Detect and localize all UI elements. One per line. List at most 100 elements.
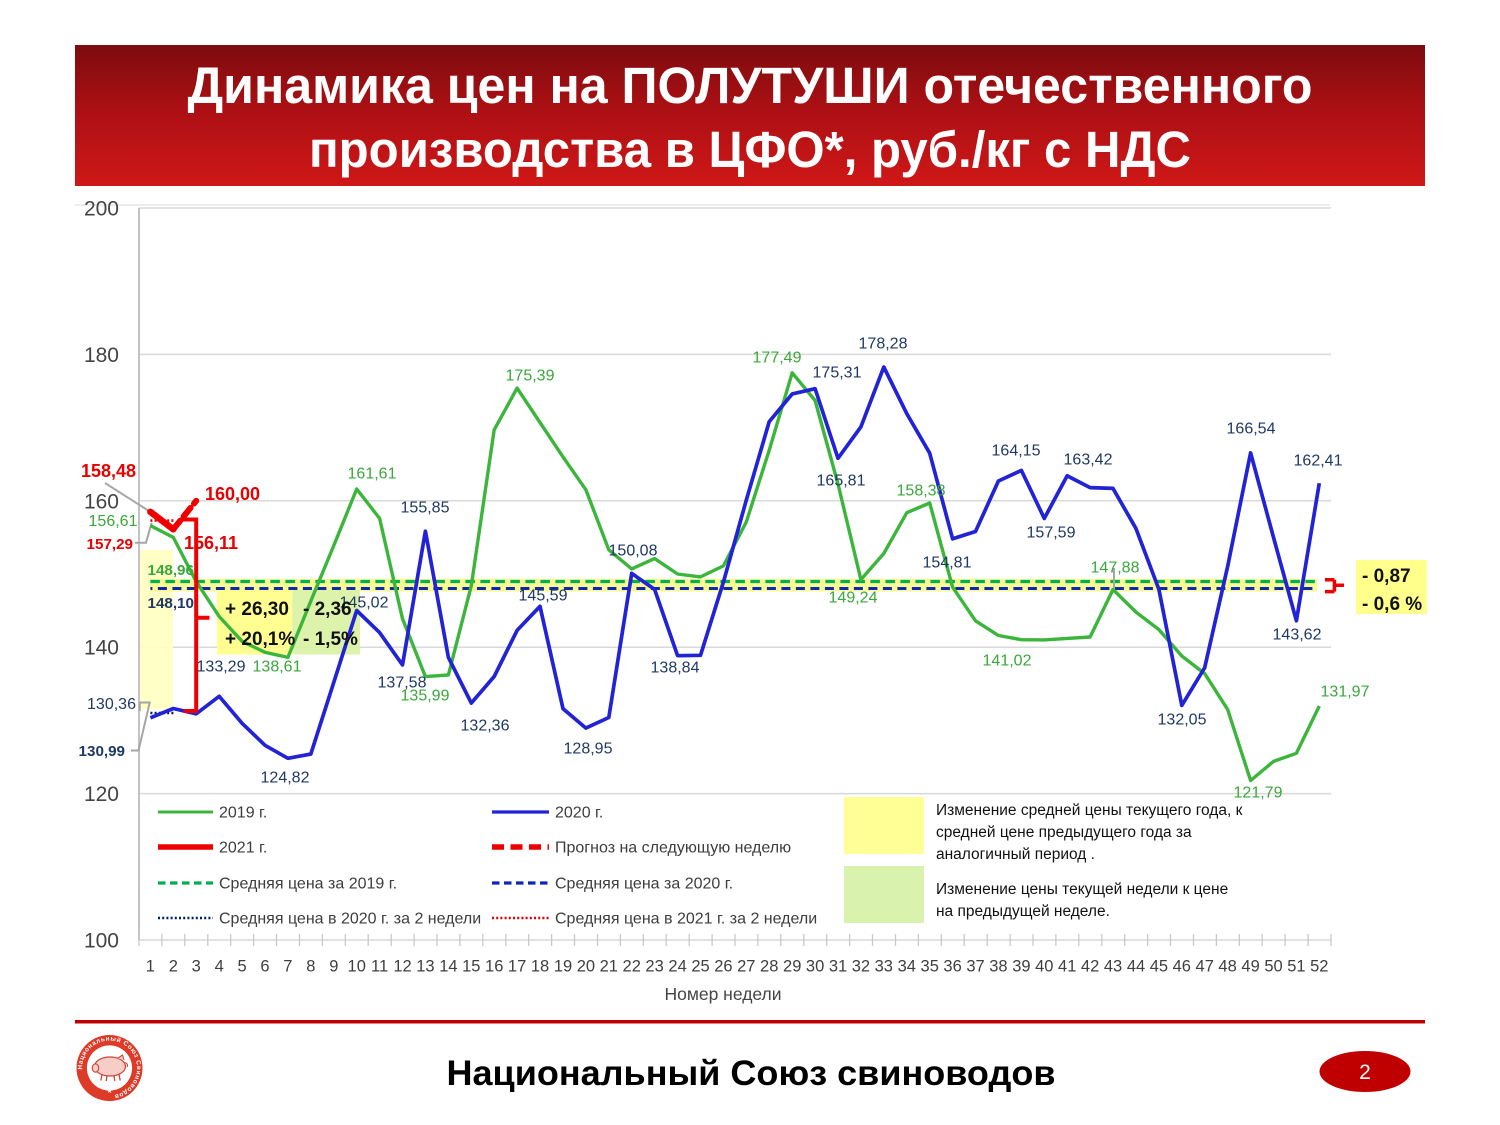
svg-text:13: 13 [416,958,434,976]
svg-text:16: 16 [485,958,503,976]
svg-text:49: 49 [1241,958,1259,976]
svg-text:32: 32 [852,958,870,976]
svg-text:24: 24 [668,958,686,976]
svg-text:6: 6 [260,958,269,976]
svg-text:31: 31 [829,958,847,976]
svg-text:147,88: 147,88 [1091,560,1140,577]
svg-text:средней цене предыдущего года: средней цене предыдущего года за [936,824,1192,841]
svg-text:48: 48 [1218,958,1236,976]
svg-text:50: 50 [1264,958,1282,976]
svg-text:- 0,6 %: - 0,6 % [1362,594,1422,615]
svg-text:7: 7 [283,958,292,976]
svg-text:9: 9 [329,958,338,976]
svg-text:17: 17 [508,958,526,976]
svg-text:33: 33 [875,958,893,976]
svg-text:Динамика цен на ПОЛУТУШИ отече: Динамика цен на ПОЛУТУШИ отечественного [188,57,1313,114]
svg-text:44: 44 [1127,958,1145,976]
svg-text:155,85: 155,85 [401,500,450,517]
svg-text:156,11: 156,11 [184,533,238,553]
svg-text:140: 140 [84,637,119,660]
svg-text:35: 35 [921,958,939,976]
svg-text:4: 4 [215,958,224,976]
svg-text:157,59: 157,59 [1027,525,1076,542]
svg-text:130,99: 130,99 [79,743,125,760]
svg-text:131,97: 131,97 [1321,684,1370,701]
svg-text:3: 3 [192,958,201,976]
svg-text:47: 47 [1196,958,1214,976]
svg-text:148,10: 148,10 [148,595,194,612]
svg-text:145,59: 145,59 [519,588,568,605]
svg-text:8: 8 [306,958,315,976]
svg-text:27: 27 [737,958,755,976]
svg-text:163,42: 163,42 [1064,452,1113,469]
svg-text:Средняя цена в 2021 г. за 2 не: Средняя цена в 2021 г. за 2 недели [555,911,817,928]
svg-text:154,81: 154,81 [923,555,972,572]
svg-text:22: 22 [623,958,641,976]
svg-text:29: 29 [783,958,801,976]
svg-text:42: 42 [1081,958,1099,976]
svg-text:178,28: 178,28 [859,336,908,353]
svg-text:121,79: 121,79 [1234,785,1283,802]
svg-text:19: 19 [554,958,572,976]
svg-text:39: 39 [1012,958,1030,976]
svg-text:135,99: 135,99 [401,688,450,705]
svg-text:Изменение средней цены текущег: Изменение средней цены текущего года, к [936,802,1243,819]
svg-text:162,41: 162,41 [1294,453,1343,470]
svg-text:Изменение цены текущей недели: Изменение цены текущей недели к цене [936,881,1228,898]
svg-text:138,61: 138,61 [253,659,302,676]
svg-text:52: 52 [1310,958,1328,976]
svg-text:11: 11 [371,958,388,976]
svg-text:23: 23 [645,958,663,976]
svg-text:165,81: 165,81 [817,473,866,490]
svg-text:175,31: 175,31 [813,365,862,382]
svg-text:2: 2 [1359,1061,1371,1084]
svg-text:20: 20 [577,958,595,976]
svg-text:26: 26 [714,958,732,976]
svg-text:+ 26,30: + 26,30 [225,599,289,620]
svg-text:141,02: 141,02 [983,653,1032,670]
svg-text:150,08: 150,08 [609,543,658,560]
svg-text:156,61: 156,61 [89,513,138,530]
svg-text:46: 46 [1173,958,1191,976]
svg-text:25: 25 [691,958,709,976]
svg-text:2019 г.: 2019 г. [219,805,267,822]
svg-text:157,29: 157,29 [87,536,133,553]
svg-text:18: 18 [531,958,549,976]
svg-text:1: 1 [146,958,155,976]
svg-text:137,58: 137,58 [378,675,427,692]
svg-text:14: 14 [439,958,457,976]
svg-text:40: 40 [1035,958,1053,976]
svg-text:148,96: 148,96 [148,562,194,579]
svg-text:2021 г.: 2021 г. [219,840,267,857]
svg-text:Прогноз на следующую неделю: Прогноз на следующую неделю [555,840,791,857]
svg-text:28: 28 [760,958,778,976]
svg-text:Национальный Союз свиноводов: Национальный Союз свиноводов [447,1054,1056,1093]
svg-text:166,54: 166,54 [1227,421,1276,438]
svg-text:2020 г.: 2020 г. [555,805,603,822]
svg-text:37: 37 [966,958,984,976]
svg-text:Средняя цена за 2019 г.: Средняя цена за 2019 г. [219,876,397,893]
svg-text:36: 36 [943,958,961,976]
svg-text:124,82: 124,82 [261,770,310,787]
svg-text:149,24: 149,24 [829,590,878,607]
svg-text:45: 45 [1150,958,1168,976]
svg-text:177,49: 177,49 [753,350,802,367]
svg-text:34: 34 [898,958,916,976]
svg-text:★: ★ [106,1087,112,1095]
svg-text:производства в ЦФО*, руб./кг с: производства в ЦФО*, руб./кг с НДС [309,121,1191,178]
svg-text:138,84: 138,84 [651,660,700,677]
svg-text:200: 200 [84,198,119,221]
svg-text:132,36: 132,36 [461,718,510,735]
svg-text:41: 41 [1058,958,1076,976]
svg-text:164,15: 164,15 [992,443,1041,460]
svg-text:5: 5 [238,958,247,976]
svg-text:100: 100 [84,930,119,953]
svg-text:160: 160 [84,490,119,513]
svg-text:43: 43 [1104,958,1122,976]
svg-text:на предыдущей неделе.: на предыдущей неделе. [936,903,1110,920]
svg-text:аналогичный период .: аналогичный период . [936,846,1095,863]
svg-text:21: 21 [600,958,618,976]
svg-text:2: 2 [169,958,178,976]
svg-text:Средняя цена за 2020 г.: Средняя цена за 2020 г. [555,876,733,893]
svg-text:158,38: 158,38 [897,483,946,500]
